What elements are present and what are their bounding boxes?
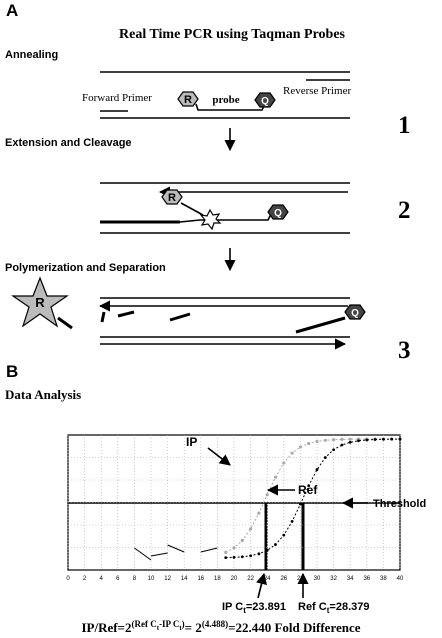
step1-drawing [100,71,350,119]
step-heading: Extension and Cleavage [5,137,132,149]
x-tick-label: 6 [116,576,120,582]
x-tick-label: 14 [181,576,188,582]
reporter: R [35,295,45,310]
curve-point [348,437,352,441]
noise [167,544,185,553]
quencher: Q [351,308,359,319]
x-tick-label: 30 [314,576,321,582]
step-heading: Polymerization and Separation [5,262,166,274]
arrow [256,572,267,599]
x-tick-label: 32 [330,576,337,582]
curve-point [224,556,228,560]
noise [134,547,152,561]
x-tick-label: 40 [397,576,404,582]
panel-title: Real Time PCR using Taqman Probes [119,27,346,42]
x-tick-label: 24 [264,576,271,582]
threshold-label: Threshold [373,498,426,510]
label: probe [212,94,239,106]
x-tick-label: 12 [164,576,171,582]
curve-point [365,438,369,442]
x-tick-label: 20 [231,576,238,582]
x-tick-label: 0 [66,576,70,582]
ct-label: Ref Ct=28.379 [298,601,369,615]
x-tick-label: 8 [133,576,137,582]
x-tick-label: 4 [100,576,104,582]
quencher: Q [261,96,269,107]
x-tick-label: 38 [380,576,387,582]
ct-label: IP Ct=23.891 [222,601,286,615]
curve-point [340,437,344,441]
curve-point [357,439,360,443]
noise [150,552,168,557]
step2-drawing [100,182,350,234]
noise [200,547,218,553]
label: Reverse Primer [283,85,351,97]
curve [225,438,400,559]
x-tick-label: 18 [214,576,221,582]
series-label: IP [186,435,197,449]
panel-title: Data Analysis [5,387,81,402]
x-tick-label: 28 [297,576,304,582]
x-tick-label: 2 [83,576,87,582]
panel-label: A [6,1,18,20]
step-heading: Annealing [5,49,58,61]
x-tick-label: 36 [363,576,370,582]
quencher: Q [274,208,282,219]
step-number: 1 [398,112,411,139]
formula: IP/Ref=2(Ref Ct-IP Ct)= 2(4.488)=22.440 … [81,619,360,635]
step-number: 3 [398,337,411,364]
x-tick-label: 22 [247,576,254,582]
reporter: R [168,192,176,204]
step3-drawing [11,276,366,350]
label: Forward Primer [82,92,152,104]
x-tick-label: 34 [347,576,354,582]
arrow [207,447,231,466]
x-tick-label: 10 [148,576,155,582]
curve-point [332,438,336,442]
step-number: 2 [398,197,411,224]
series-label: Ref [298,483,318,497]
panel-label: B [6,362,18,381]
x-tick-label: 16 [197,576,204,582]
curve-point [348,440,352,444]
x-tick-label: 26 [280,576,287,582]
reporter: R [184,94,192,106]
curve [225,438,400,553]
